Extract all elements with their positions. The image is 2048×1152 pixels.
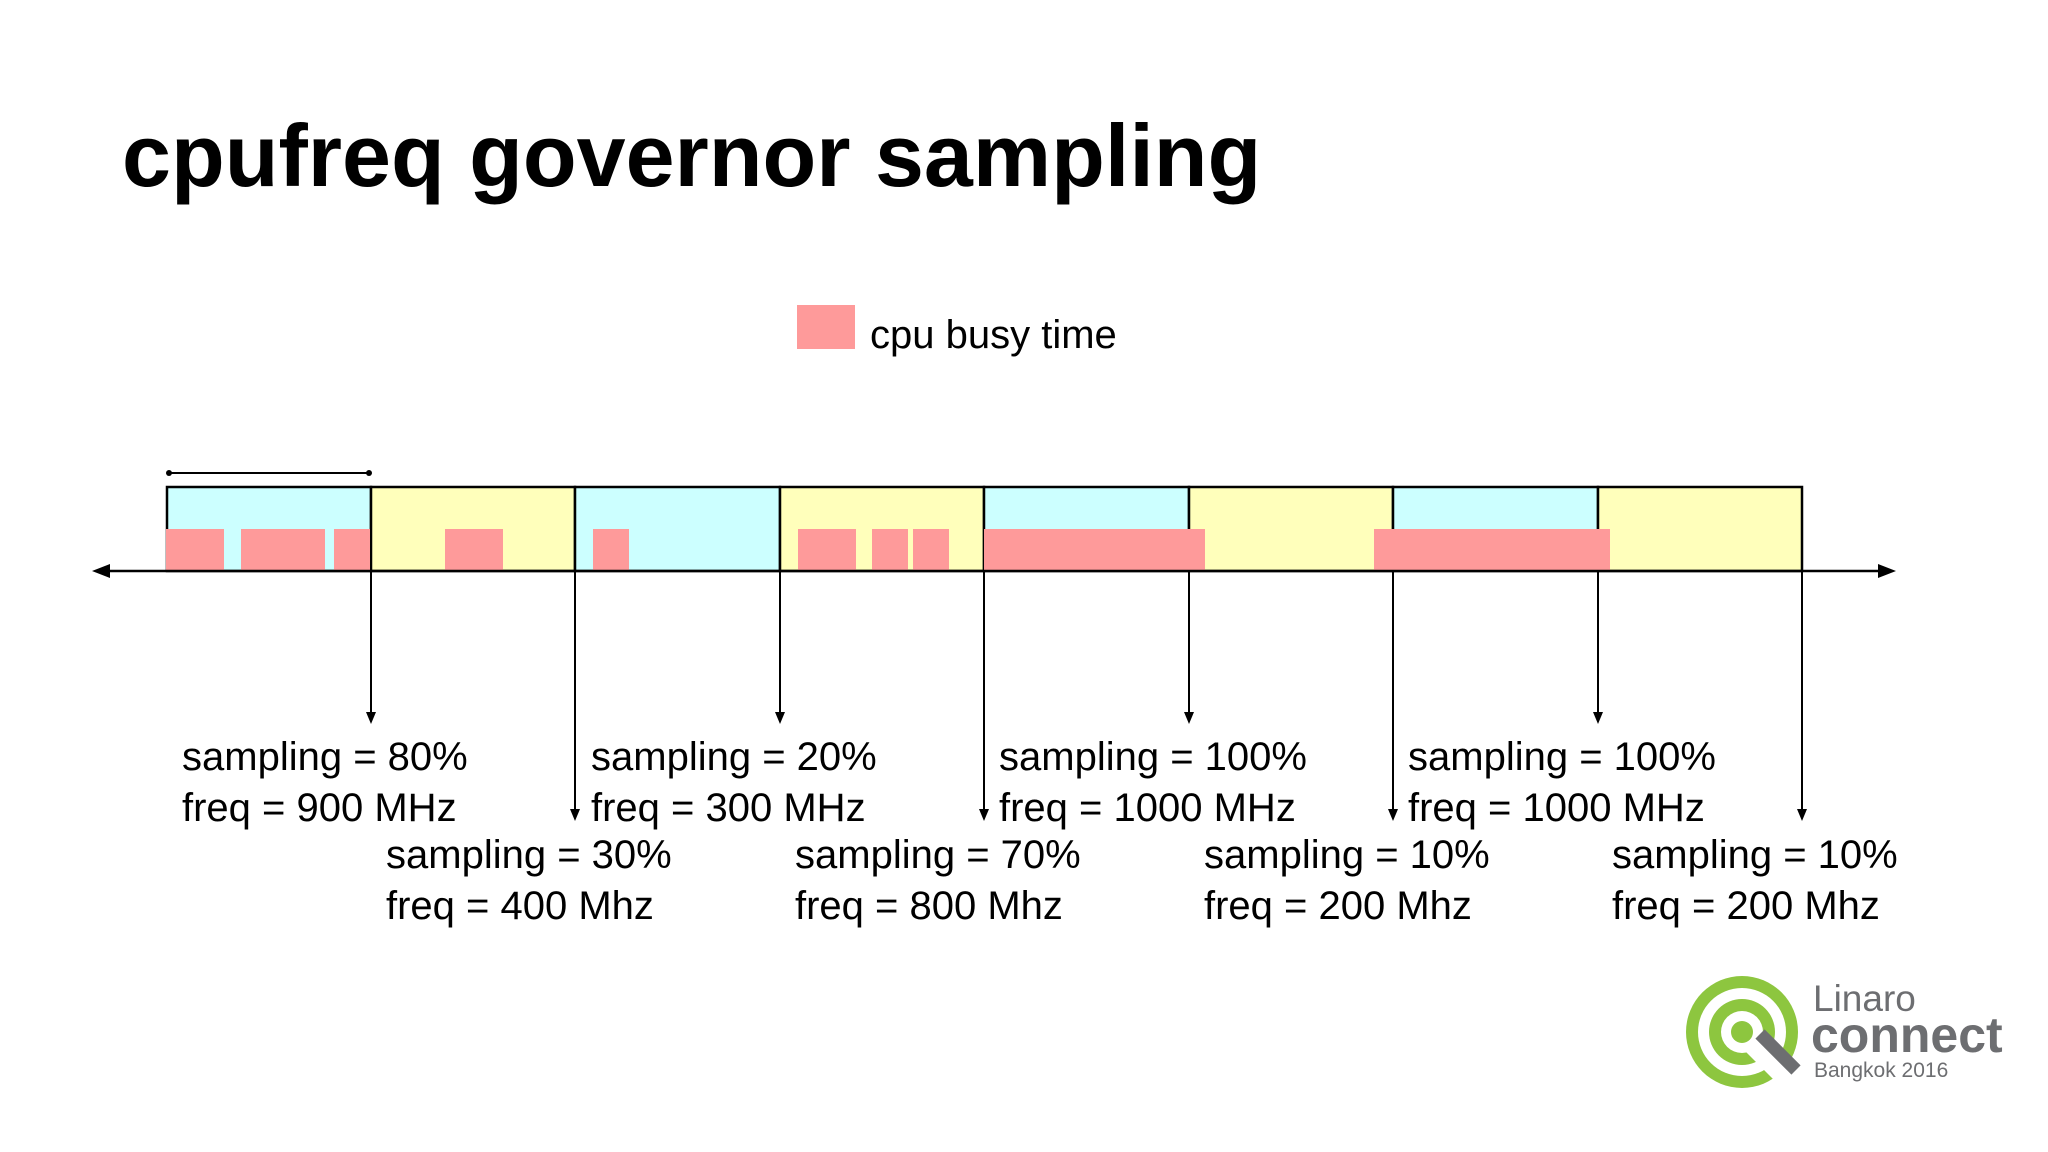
time-axis: [92, 564, 1896, 578]
logo-sub: Bangkok 2016: [1814, 1059, 1949, 1082]
busy-block: [1374, 529, 1610, 572]
busy-block: [984, 529, 1205, 572]
linaro-connect-logo-icon: [1686, 976, 1804, 1094]
sample-freq: freq = 1000 MHz: [1408, 786, 1705, 830]
sample-freq: freq = 300 MHz: [591, 786, 866, 830]
busy-block: [798, 529, 856, 572]
sample-sampling: sampling = 100%: [999, 735, 1307, 779]
logo-brand: Linaro: [1813, 978, 1916, 1019]
sample-arrows: [370, 571, 1803, 810]
sample-sampling: sampling = 20%: [591, 735, 877, 779]
busy-block: [913, 529, 949, 572]
busy-block: [445, 529, 503, 572]
sample-sampling: sampling = 10%: [1612, 833, 1898, 877]
busy-block: [872, 529, 908, 572]
sample-arrowheads: [366, 712, 1807, 821]
sample-label-6: sampling = 10% freq = 200 Mhz: [1204, 830, 1490, 932]
sample-sampling: sampling = 80%: [182, 735, 468, 779]
sample-label-7: sampling = 100% freq = 1000 MHz: [1408, 732, 1716, 834]
legend-swatch: [797, 305, 855, 349]
sample-label-1: sampling = 80% freq = 900 MHz: [182, 732, 468, 834]
axis-arrow-right: [1878, 564, 1896, 578]
sample-freq: freq = 400 Mhz: [386, 884, 654, 928]
sample-freq: freq = 200 Mhz: [1204, 884, 1472, 928]
slide-title: cpufreq governor sampling: [122, 106, 1262, 205]
busy-blocks: [166, 529, 1610, 572]
sample-sampling: sampling = 70%: [795, 833, 1081, 877]
sample-freq: freq = 200 Mhz: [1612, 884, 1880, 928]
sampling-window-6: [1187, 485, 1395, 573]
sample-label-5: sampling = 100% freq = 1000 MHz: [999, 732, 1307, 834]
sampling-window-8: [1596, 485, 1804, 573]
sample-label-4: sampling = 70% freq = 800 Mhz: [795, 830, 1081, 932]
sample-label-8: sampling = 10% freq = 200 Mhz: [1612, 830, 1898, 932]
sample-label-2: sampling = 30% freq = 400 Mhz: [386, 830, 672, 932]
busy-block: [593, 529, 629, 572]
busy-block: [241, 529, 325, 572]
sample-freq: freq = 900 MHz: [182, 786, 457, 830]
busy-block: [166, 529, 224, 572]
axis-arrow-left: [92, 564, 110, 578]
logo-event: connect: [1811, 1007, 2003, 1063]
sample-freq: freq = 1000 MHz: [999, 786, 1296, 830]
sample-sampling: sampling = 100%: [1408, 735, 1716, 779]
sample-label-3: sampling = 20% freq = 300 MHz: [591, 732, 877, 834]
sample-sampling: sampling = 30%: [386, 833, 672, 877]
legend-label: cpu busy time: [870, 313, 1117, 357]
busy-block: [334, 529, 370, 572]
sample-sampling: sampling = 10%: [1204, 833, 1490, 877]
linaro-connect-logo: Linaro connect Bangkok 2016: [1680, 970, 2010, 1100]
period-indicator: [166, 470, 372, 476]
sample-freq: freq = 800 Mhz: [795, 884, 1063, 928]
